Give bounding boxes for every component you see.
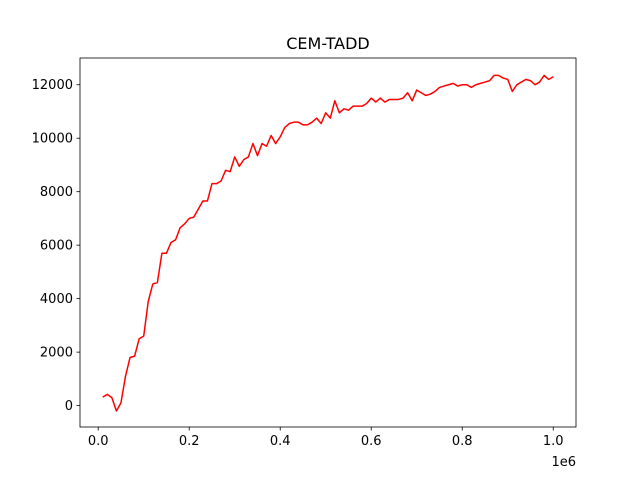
axes-frame (79, 57, 577, 428)
x-tick-label: 1.0 (543, 434, 564, 449)
y-tick-label: 2000 (40, 346, 73, 361)
x-tick-label: 0.0 (88, 434, 109, 449)
plot-layer (102, 74, 554, 412)
x-tick-label: 0.8 (452, 434, 473, 449)
y-tick-label: 10000 (32, 132, 73, 147)
chart-title: CEM-TADD (286, 34, 370, 53)
y-tick-label: 8000 (40, 185, 73, 200)
axes-layer: 0.0 0.2 0.4 0.6 0.8 1.0 0 2000 4000 6000 8000 10000… (32, 57, 577, 449)
y-tick-label: 6000 (40, 239, 73, 254)
x-tick-label: 0.4 (270, 434, 291, 449)
y-tick-label: 12000 (32, 78, 73, 93)
x-tick-label: 0.2 (179, 434, 200, 449)
x-tick-label: 0.6 (361, 434, 382, 449)
series-line-0 (102, 74, 554, 412)
y-tick-label: 4000 (40, 292, 73, 307)
x-offset-label: 1e6 (551, 455, 576, 470)
y-tick-label: 0 (65, 399, 73, 414)
